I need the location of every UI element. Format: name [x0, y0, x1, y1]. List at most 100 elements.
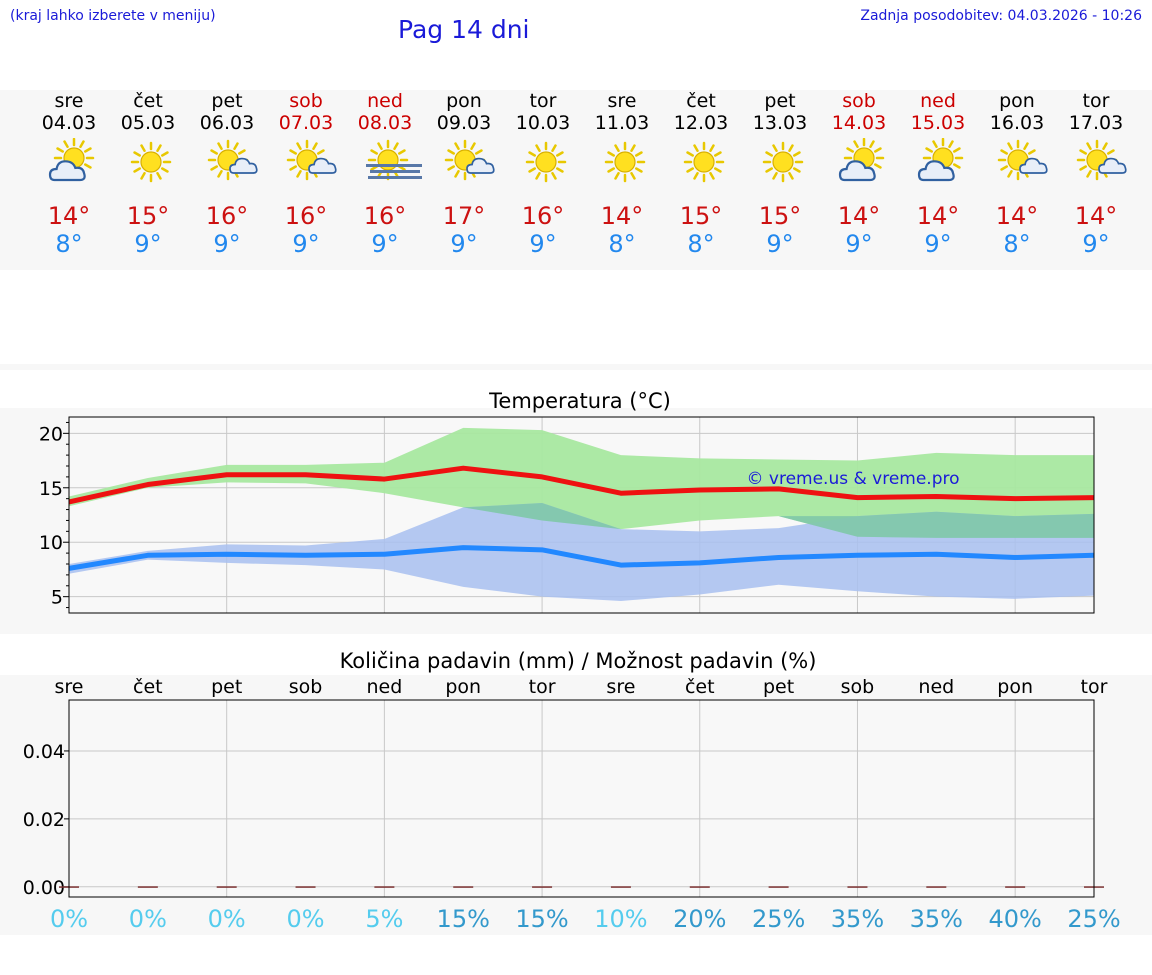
precip-probability-label: 15%: [437, 905, 490, 933]
day-date: 12.03: [673, 112, 729, 134]
temp-max: 14°: [1074, 202, 1118, 230]
day-column: pet 06.03 16° 9°: [188, 90, 267, 258]
temp-min: 9°: [371, 230, 399, 258]
day-column: pet 13.03 15° 9°: [741, 90, 820, 258]
page-title: Pag 14 dni: [398, 15, 530, 44]
precip-day-label: sob: [289, 676, 323, 698]
temp-max: 14°: [47, 202, 91, 230]
day-column: tor 17.03 14° 9°: [1057, 90, 1136, 258]
temp-max: 15°: [679, 202, 723, 230]
divider: [0, 364, 1152, 370]
day-name: čet: [133, 90, 163, 112]
day-date: 14.03: [831, 112, 887, 134]
day-name: sre: [54, 90, 84, 112]
precip-bar: [216, 886, 237, 888]
day-column: čet 05.03 15° 9°: [109, 90, 188, 258]
precip-bar: [1005, 886, 1026, 888]
sun-cloud-icon: [899, 138, 978, 190]
sun-small-cloud-icon: [188, 138, 267, 190]
day-column: tor 10.03 16° 9°: [504, 90, 583, 258]
precip-day-label: pon: [445, 676, 481, 698]
temp-ytick-label: 20: [39, 423, 63, 445]
temp-ytick-label: 10: [39, 532, 63, 554]
day-date: 13.03: [752, 112, 808, 134]
precip-probability-label: 0%: [286, 905, 324, 933]
day-name: tor: [1082, 90, 1110, 112]
overlap-range-band: [69, 482, 1094, 538]
precip-probability-label: 10%: [594, 905, 647, 933]
day-date: 11.03: [594, 112, 650, 134]
watermark: © vreme.us & vreme.pro: [746, 469, 959, 489]
precip-probability-label: 35%: [831, 905, 884, 933]
temp-max: 14°: [995, 202, 1039, 230]
precip-plot-area: [69, 700, 1094, 897]
precip-day-label: tor: [529, 676, 556, 698]
precip-bar: [137, 886, 158, 888]
precip-chart-title: Količina padavin (mm) / Možnost padavin …: [340, 649, 817, 673]
temp-title-bg: [0, 370, 1152, 408]
sun-small-cloud-icon: [425, 138, 504, 190]
precip-day-label: pon: [997, 676, 1033, 698]
location-hint: (kraj lahko izberete v meniju): [10, 8, 216, 24]
precip-day-label: pet: [763, 676, 794, 698]
sun-fog-icon: [346, 138, 425, 190]
temp-max: 16°: [363, 202, 407, 230]
day-name: čet: [686, 90, 716, 112]
day-date: 05.03: [120, 112, 176, 134]
precip-plot-frame: [68, 699, 1095, 898]
temp-max: 17°: [442, 202, 486, 230]
temp-min: 9°: [292, 230, 320, 258]
precip-ytick-label: 0.00: [23, 877, 65, 899]
precip-day-label: sob: [841, 676, 875, 698]
day-date: 10.03: [515, 112, 571, 134]
precip-ytick-label: 0.02: [23, 809, 65, 831]
precip-bar: [453, 886, 474, 888]
temp-min: 9°: [213, 230, 241, 258]
sun-cloud-icon: [30, 138, 109, 190]
temp-min: 9°: [1082, 230, 1110, 258]
precip-day-label: sre: [606, 676, 635, 698]
temp-min: 8°: [687, 230, 715, 258]
precip-bar: [847, 886, 868, 888]
day-name: pet: [764, 90, 796, 112]
sun-cloud-icon: [820, 138, 899, 190]
day-column: pon 09.03 17° 9°: [425, 90, 504, 258]
day-date: 17.03: [1068, 112, 1124, 134]
precip-probability-label: 40%: [988, 905, 1041, 933]
temp-min: 9°: [845, 230, 873, 258]
day-name: sob: [842, 90, 876, 112]
precip-bar: [610, 886, 631, 888]
sun-icon: [662, 138, 741, 190]
day-column: pon 16.03 14° 8°: [978, 90, 1057, 258]
temp-min: 8°: [1003, 230, 1031, 258]
precip-bar: [926, 886, 947, 888]
temp-plot-frame: [68, 416, 1095, 614]
temp-max: 16°: [284, 202, 328, 230]
sun-icon: [741, 138, 820, 190]
day-column: čet 12.03 15° 8°: [662, 90, 741, 258]
precip-probability-label: 35%: [910, 905, 963, 933]
precip-probability-label: 20%: [673, 905, 726, 933]
precip-day-label: ned: [918, 676, 954, 698]
day-name: pet: [211, 90, 243, 112]
temp-max: 16°: [521, 202, 565, 230]
precip-probability-label: 0%: [50, 905, 88, 933]
day-name: pon: [446, 90, 482, 112]
sun-icon: [109, 138, 188, 190]
precip-probability-label: 15%: [515, 905, 568, 933]
day-date: 08.03: [357, 112, 413, 134]
temp-min: 8°: [55, 230, 83, 258]
temp-chart-title: Temperatura (°C): [488, 389, 671, 413]
temp-max: 14°: [916, 202, 960, 230]
sun-small-cloud-icon: [267, 138, 346, 190]
last-updated: Zadnja posodobitev: 04.03.2026 - 10:26: [860, 8, 1142, 24]
precip-probability-label: 0%: [208, 905, 246, 933]
day-date: 04.03: [41, 112, 97, 134]
temp-max: 14°: [600, 202, 644, 230]
precip-ytick-label: 0.04: [23, 741, 65, 763]
day-column: sob 14.03 14° 9°: [820, 90, 899, 258]
temp-max: 15°: [758, 202, 802, 230]
day-name: sre: [607, 90, 637, 112]
day-date: 06.03: [199, 112, 255, 134]
